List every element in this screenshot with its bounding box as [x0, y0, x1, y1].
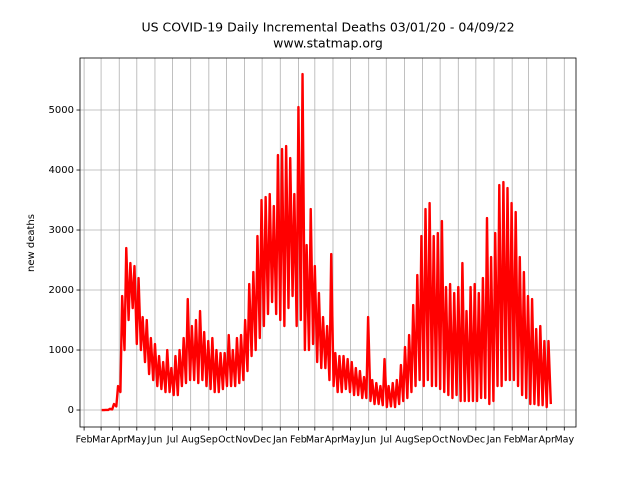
x-tick-label: Mar	[92, 435, 110, 446]
x-tick-label: Jan	[486, 435, 502, 446]
x-tick-label: Dec	[467, 435, 485, 446]
x-tick-label: Sep	[414, 435, 432, 446]
x-tick-label: Feb	[290, 435, 307, 446]
x-tick-label: Apr	[325, 435, 342, 446]
y-tick-label: 5000	[49, 105, 74, 116]
x-tick-label: Jun	[360, 435, 376, 446]
x-tick-label: Mar	[520, 435, 538, 446]
x-tick-label: Oct	[432, 435, 449, 446]
x-tick-label: Jun	[147, 435, 163, 446]
x-tick-label: May	[127, 435, 147, 446]
y-tick-label: 1000	[49, 345, 74, 356]
x-tick-label: Dec	[253, 435, 271, 446]
x-tick-label: Feb	[504, 435, 521, 446]
x-tick-label: Feb	[76, 435, 93, 446]
y-tick-label: 0	[68, 405, 74, 416]
x-tick-label: Apr	[111, 435, 128, 446]
x-tick-label: Oct	[218, 435, 235, 446]
x-tick-label: Jul	[166, 435, 178, 446]
y-axis-label: new deaths	[26, 214, 37, 272]
x-tick-label: Mar	[306, 435, 324, 446]
chart-title: US COVID-19 Daily Incremental Deaths 03/…	[141, 20, 514, 35]
y-tick-label: 2000	[49, 285, 74, 296]
x-tick-label: Nov	[449, 435, 468, 446]
x-tick-label: Jul	[380, 435, 392, 446]
x-tick-label: Sep	[200, 435, 218, 446]
x-tick-label: Nov	[235, 435, 254, 446]
chart-subtitle: www.statmap.org	[273, 36, 383, 51]
x-tick-label: May	[341, 435, 361, 446]
x-tick-label: May	[554, 435, 574, 446]
x-tick-label: Aug	[395, 435, 414, 446]
y-tick-label: 4000	[49, 165, 74, 176]
x-tick-label: Jan	[272, 435, 288, 446]
plot-frame	[79, 57, 577, 428]
y-tick-label: 3000	[49, 225, 74, 236]
data-line	[101, 72, 553, 412]
x-tick-label: Apr	[539, 435, 556, 446]
x-tick-label: Aug	[181, 435, 200, 446]
